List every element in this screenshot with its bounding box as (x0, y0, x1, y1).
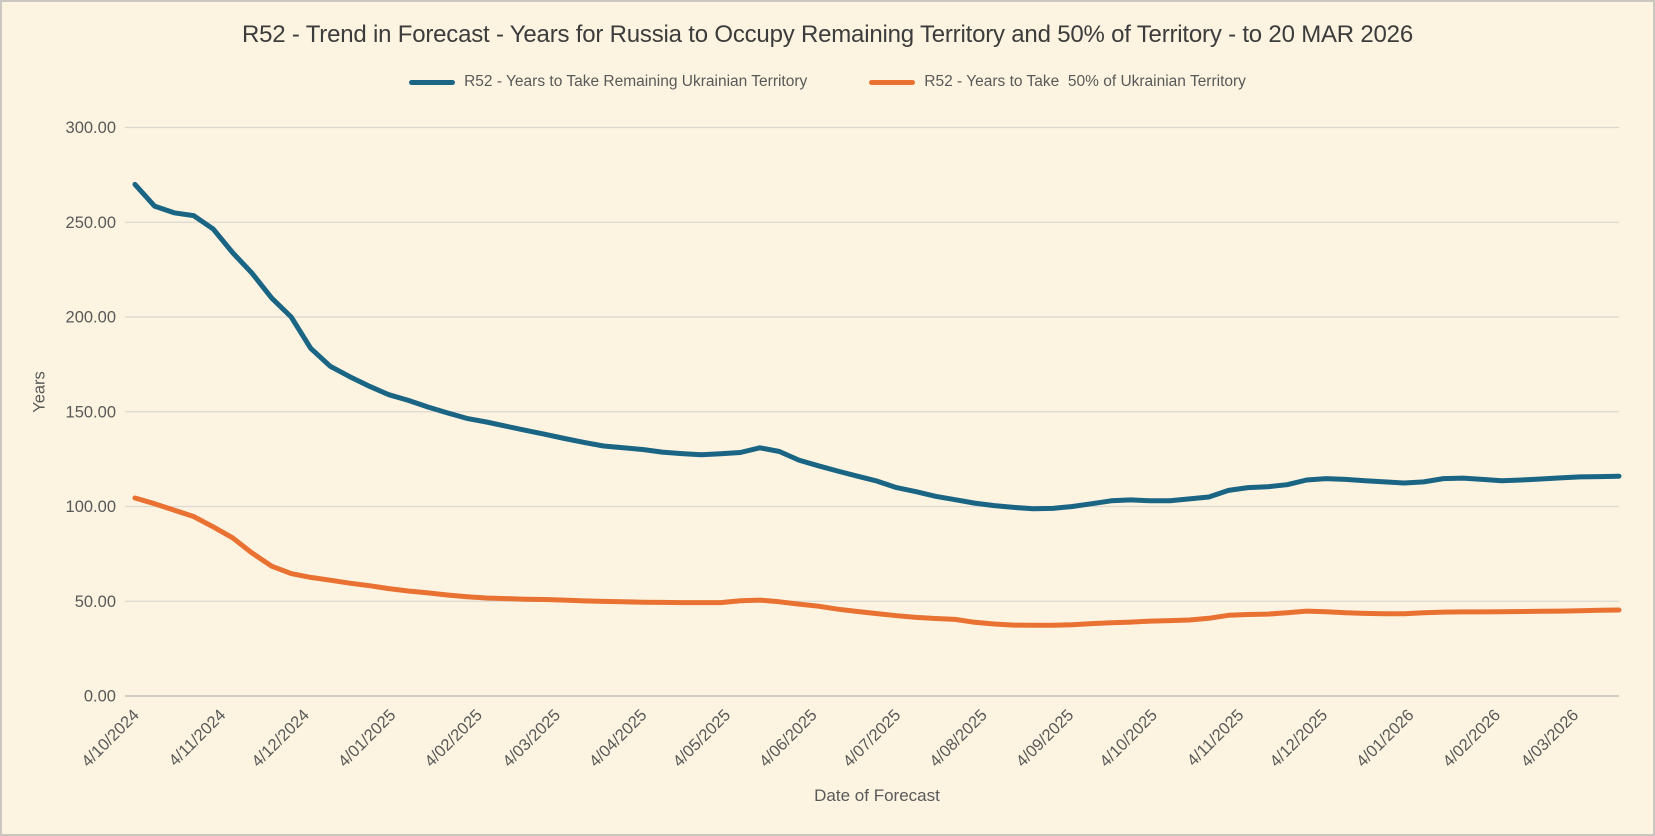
y-tick-label: 50.00 (75, 593, 116, 611)
x-axis-title: Date of Forecast (814, 786, 940, 805)
x-tick-label: 4/02/2026 (1439, 706, 1504, 771)
x-tick-label: 4/12/2024 (248, 706, 313, 771)
legend-item-50pct-territory: R52 - Years to Take 50% of Ukrainian Ter… (869, 73, 1246, 91)
legend-label-50pct-territory: R52 - Years to Take 50% of Ukrainian Ter… (924, 73, 1246, 90)
x-tick-label: 4/10/2025 (1096, 706, 1161, 771)
x-tick-label: 4/01/2025 (335, 706, 400, 771)
x-tick-label: 4/07/2025 (840, 706, 905, 771)
y-tick-label: 0.00 (84, 688, 116, 706)
x-tick-label: 4/01/2026 (1353, 706, 1418, 771)
legend: R52 - Years to Take Remaining Ukrainian … (2, 70, 1653, 94)
legend-item-remaining-territory: R52 - Years to Take Remaining Ukrainian … (409, 73, 807, 91)
y-tick-label: 200.00 (66, 309, 116, 327)
y-tick-label: 100.00 (66, 498, 116, 516)
x-tick-label: 4/09/2025 (1013, 706, 1078, 771)
legend-label-remaining-territory: R52 - Years to Take Remaining Ukrainian … (464, 73, 808, 90)
x-tick-label: 4/03/2026 (1518, 706, 1583, 771)
legend-swatch-orange-line (869, 79, 916, 85)
x-tick-label: 4/11/2025 (1184, 706, 1248, 770)
series-line-50pct-territory (132, 495, 1622, 628)
x-tick-label: 4/03/2025 (499, 706, 564, 771)
x-tick-label: 4/08/2025 (926, 706, 991, 771)
x-tick-label: 4/02/2025 (421, 706, 486, 771)
series-line-remaining-territory (132, 181, 1622, 512)
y-tick-label: 300.00 (66, 119, 116, 137)
chart-title: R52 - Trend in Forecast - Years for Russ… (242, 21, 1413, 48)
y-axis-title: Years (30, 371, 49, 413)
y-tick-label: 150.00 (66, 403, 116, 421)
legend-swatch-blue-line (409, 79, 456, 85)
x-tick-label: 4/06/2025 (756, 706, 821, 771)
x-tick-label: 4/11/2024 (166, 706, 230, 770)
x-tick-label: 4/04/2025 (586, 706, 651, 771)
x-tick-label: 4/12/2025 (1267, 706, 1332, 771)
x-tick-label: 4/10/2024 (78, 706, 143, 771)
x-tick-label: 4/05/2025 (670, 706, 735, 771)
y-tick-label: 250.00 (66, 214, 116, 232)
